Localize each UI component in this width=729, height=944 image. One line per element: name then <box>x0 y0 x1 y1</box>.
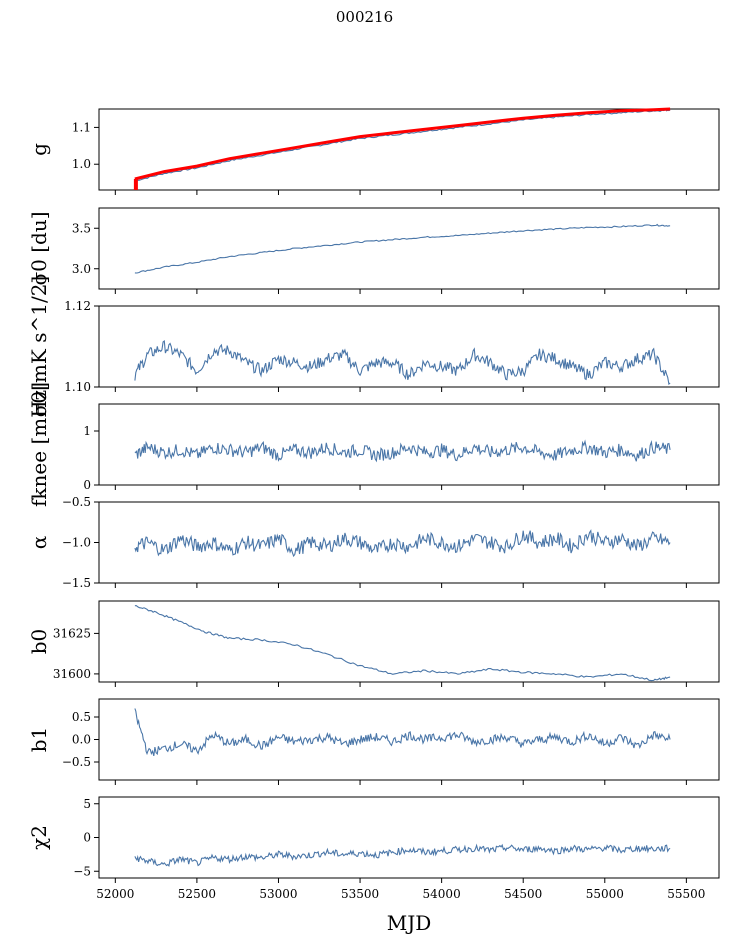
y-axis-label: χ2 <box>27 825 51 850</box>
series-line-b1 <box>134 708 671 757</box>
y-tick-label: 0 <box>83 478 91 492</box>
panel-frame <box>98 600 720 683</box>
y-tick-label: 1 <box>83 424 91 438</box>
panel-frame <box>98 108 720 191</box>
x-tick-label: 52500 <box>178 887 216 901</box>
y-tick-label: 5 <box>83 797 91 811</box>
series-line-g <box>134 109 671 182</box>
panel-alpha: −1.5 −1.0 −0.5 α <box>27 495 720 590</box>
x-tick-label: 53500 <box>341 887 379 901</box>
x-tick-label: 54500 <box>504 887 542 901</box>
y-tick-label: 31600 <box>53 667 91 681</box>
series-line-fknee <box>134 439 671 463</box>
panel-sigma0_mK: 1.10 1.12 σ0[mK s^1/2] <box>27 276 720 417</box>
panel-b1: −0.5 0.0 0.5 b1 <box>27 698 720 785</box>
panel-frame <box>98 207 720 290</box>
y-axis-label: b1 <box>27 727 51 753</box>
y-axis-label: g <box>27 143 51 156</box>
x-axis-label: MJD <box>387 911 432 935</box>
x-tick-label: 52000 <box>96 887 134 901</box>
y-tick-label: −1.5 <box>62 576 91 590</box>
y-tick-label: −1.0 <box>62 536 91 550</box>
series-line-b0 <box>134 605 671 682</box>
figure-title: 000216 <box>335 8 394 26</box>
panel-frame <box>98 305 720 388</box>
panel-frame <box>98 796 720 879</box>
model-line-g <box>134 107 671 181</box>
x-tick-label: 55500 <box>667 887 705 901</box>
y-axis-label: σ0 [du] <box>27 211 51 285</box>
panel-fknee: 0 1 fknee [mHz] <box>27 382 720 507</box>
y-tick-label: 0.0 <box>72 733 91 747</box>
series-line-sigma0_du <box>134 223 671 274</box>
y-tick-label: 31625 <box>53 626 91 640</box>
x-tick-label: 55000 <box>586 887 624 901</box>
y-tick-label: 0.5 <box>72 710 91 724</box>
y-axis-label: α <box>27 536 51 550</box>
panel-frame <box>98 403 720 486</box>
x-tick-label: 54000 <box>423 887 461 901</box>
panel-chi2: −5 0 5 52000 52500 53000 53500 54000 54500 55000 5… <box>27 796 720 901</box>
series-line-chi2 <box>134 843 671 867</box>
y-axis-label: b0 <box>27 629 51 655</box>
panel-sigma0_du: 3.0 3.5 σ0 [du] <box>27 207 720 294</box>
y-tick-label: 1.12 <box>64 299 91 313</box>
y-tick-label: 1.10 <box>64 380 91 394</box>
y-tick-label: 3.0 <box>72 262 91 276</box>
series-line-alpha <box>134 529 671 558</box>
y-axis-label: σ0[mK s^1/2] <box>27 276 51 417</box>
x-tick-label: 53000 <box>259 887 297 901</box>
y-axis-label: fknee [mHz] <box>27 382 51 507</box>
series-line-sigma0_mK <box>134 339 671 386</box>
y-tick-label: 3.5 <box>72 221 91 235</box>
y-tick-label: −5 <box>73 864 91 878</box>
y-tick-label: −0.5 <box>62 755 91 769</box>
y-tick-label: 1.1 <box>72 120 91 134</box>
panel-frame <box>98 698 720 781</box>
y-tick-label: −0.5 <box>62 495 91 509</box>
y-tick-label: 1.0 <box>72 157 91 171</box>
y-tick-label: 0 <box>83 831 91 845</box>
panel-g: 1.0 1.1 g <box>27 107 720 195</box>
